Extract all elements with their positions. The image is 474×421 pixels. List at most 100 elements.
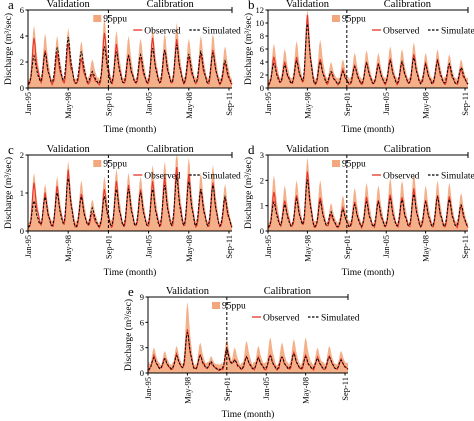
validation-label: Validation xyxy=(166,286,210,297)
x-tick-label: Sep-01 xyxy=(342,235,352,259)
y-tick-label: 2 xyxy=(260,175,264,185)
y-tick-label: 10 xyxy=(256,18,265,28)
x-tick-label: May-08 xyxy=(184,92,194,119)
x-tick-label: May-98 xyxy=(63,235,73,262)
x-axis-title: Time (month) xyxy=(104,124,157,135)
x-tick-label: Jan-05 xyxy=(144,235,154,258)
simulated-series-line xyxy=(27,36,233,85)
legend-label-simulated: Simulated xyxy=(441,172,474,182)
legend-label-95ppu: 95ppu xyxy=(342,15,366,25)
ppu-band-series xyxy=(268,157,468,231)
y-tick-label: 3 xyxy=(140,343,144,353)
y-tick-label: 0 xyxy=(140,368,144,378)
panel-letter-a: a xyxy=(8,0,14,12)
x-tick-label: Sep-11 xyxy=(460,235,470,259)
y-tick-label: 6 xyxy=(260,44,264,54)
chart-panel-b: Validation Calibration b 0 2 4 6 8 10 12 Jan-95 May… xyxy=(243,0,474,135)
x-axis-title: Time (month) xyxy=(222,409,275,420)
x-tick-label: Jan-05 xyxy=(381,92,391,115)
x-axis-title: Time (month) xyxy=(342,124,395,135)
x-tick-label: May-08 xyxy=(301,377,311,404)
y-axis-title: Discharge (m³/sec) xyxy=(3,13,14,85)
x-tick-label: Jan-95 xyxy=(23,92,33,115)
legend-label-95ppu: 95ppu xyxy=(222,302,246,312)
y-tick-label: 4 xyxy=(20,31,25,41)
x-tick-label: Sep-01 xyxy=(103,235,113,259)
y-tick-label: 2 xyxy=(260,70,264,80)
ppu-band-series xyxy=(148,301,348,373)
legend-label-observed: Observed xyxy=(144,172,181,182)
x-tick-label: May-98 xyxy=(182,377,192,404)
y-tick-label: 3 xyxy=(260,150,264,160)
legend-swatch-95ppu xyxy=(93,15,102,22)
calibration-label: Calibration xyxy=(264,286,312,297)
y-tick-label: 0 xyxy=(260,83,264,93)
x-tick-label: Sep-11 xyxy=(224,92,234,116)
x-tick-label: May-08 xyxy=(184,235,194,262)
y-tick-label: 8 xyxy=(260,31,264,41)
x-tick-label: Sep-01 xyxy=(103,92,113,116)
observed-series-line xyxy=(27,166,233,229)
y-axis-title: Discharge (m³/sec) xyxy=(243,13,254,85)
chart-panel-d: Validation Calibration d 0 1 2 3 Jan-95 May-98 Se… xyxy=(243,142,474,278)
y-tick-label: 6 xyxy=(20,5,24,15)
legend-label-observed: Observed xyxy=(263,314,300,324)
validation-label: Validation xyxy=(47,144,91,155)
x-tick-label: Jan-05 xyxy=(381,235,391,258)
x-tick-label: Sep-11 xyxy=(224,235,234,259)
x-tick-label: May-08 xyxy=(421,92,431,119)
legend-label-observed: Observed xyxy=(144,27,181,37)
validation-label: Validation xyxy=(286,144,330,155)
legend-swatch-95ppu xyxy=(93,160,102,167)
ppu-band-series xyxy=(268,10,468,88)
calibration-label: Calibration xyxy=(147,0,195,10)
y-tick-label: 0 xyxy=(260,226,264,236)
x-tick-label: Jan-95 xyxy=(23,235,33,258)
x-tick-label: Sep-11 xyxy=(460,92,470,116)
chart-panel-e: Validation Calibration e 0 3 6 9 Jan-95 May-98 Se… xyxy=(123,284,360,420)
legend-swatch-95ppu xyxy=(212,302,220,309)
x-tick-label: Jan-05 xyxy=(261,377,271,400)
x-tick-label: May-08 xyxy=(421,235,431,262)
legend-label-simulated: Simulated xyxy=(202,27,241,37)
y-axis-title: Discharge (m³/sec) xyxy=(123,299,134,371)
panel-letter-e: e xyxy=(128,284,134,299)
y-axis-title: Discharge (m³/sec) xyxy=(3,157,14,229)
y-tick-label: 2 xyxy=(20,150,24,160)
x-tick-label: May-98 xyxy=(302,235,312,262)
calibration-label: Calibration xyxy=(147,144,195,155)
legend-label-95ppu: 95ppu xyxy=(342,160,366,170)
y-tick-label: 2 xyxy=(20,57,24,67)
chart-panel-a: Validation Calibration a 0 2 4 6 Jan-95 May-98 Se… xyxy=(3,0,241,135)
x-tick-label: Jan-95 xyxy=(143,377,153,400)
x-tick-label: Jan-95 xyxy=(263,92,273,115)
legend-label-simulated: Simulated xyxy=(321,314,360,324)
simulated-series-line xyxy=(267,23,469,85)
legend-label-95ppu: 95ppu xyxy=(103,160,127,170)
legend-label-observed: Observed xyxy=(383,172,420,182)
y-tick-label: 0 xyxy=(20,83,24,93)
y-axis-title: Discharge (m³/sec) xyxy=(243,157,254,229)
x-tick-label: May-98 xyxy=(302,92,312,119)
y-tick-label: 0 xyxy=(20,226,24,236)
legend-swatch-95ppu xyxy=(332,15,340,22)
validation-label: Validation xyxy=(286,0,330,10)
legend-label-95ppu: 95ppu xyxy=(103,15,127,25)
y-tick-label: 4 xyxy=(260,57,265,67)
y-tick-label: 1 xyxy=(20,188,24,198)
y-tick-label: 6 xyxy=(140,317,144,327)
y-tick-label: 12 xyxy=(256,5,265,15)
simulated-series-line xyxy=(267,179,469,228)
x-tick-label: Sep-01 xyxy=(222,377,232,401)
validation-label: Validation xyxy=(47,0,91,10)
x-tick-label: Sep-11 xyxy=(340,377,350,401)
legend-swatch-95ppu xyxy=(332,160,340,167)
calibration-label: Calibration xyxy=(384,0,432,10)
x-tick-label: Sep-01 xyxy=(342,92,352,116)
y-tick-label: 1 xyxy=(260,201,264,211)
panel-letter-c: c xyxy=(8,142,14,157)
x-tick-label: Jan-05 xyxy=(144,92,154,115)
legend-label-observed: Observed xyxy=(383,27,420,37)
x-axis-title: Time (month) xyxy=(104,267,157,278)
